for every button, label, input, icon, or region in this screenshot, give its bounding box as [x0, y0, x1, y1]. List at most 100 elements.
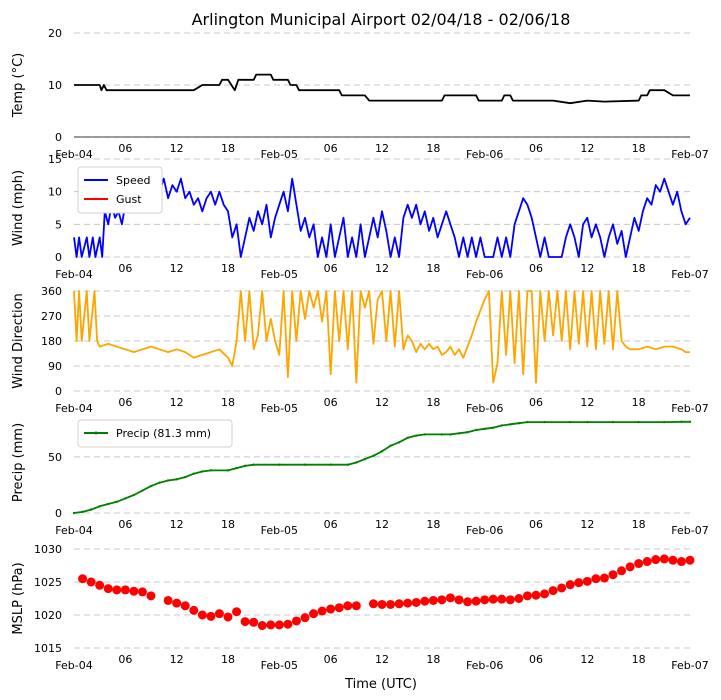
mslp-point [129, 586, 139, 596]
mslp-point [668, 555, 678, 565]
mslp-point [78, 574, 88, 584]
precip-point [355, 461, 358, 464]
precip-point [380, 450, 384, 453]
wind-x-tick-label: 18 [632, 262, 646, 275]
mslp-point [437, 595, 447, 605]
precip-point [372, 454, 375, 457]
precip-point [389, 444, 392, 447]
wind-x-tick-label: 06 [118, 262, 132, 275]
precip-point [637, 420, 640, 424]
wdir-y-tick-label: 180 [41, 335, 62, 348]
precip-point [303, 463, 307, 466]
mslp-point [223, 612, 233, 622]
mslp-point [343, 601, 353, 611]
mslp-point [548, 586, 558, 596]
mslp-point [642, 557, 652, 567]
mslp-point [137, 587, 147, 597]
mslp-point [676, 557, 686, 567]
mslp-point [86, 577, 96, 587]
wind-y-tick-label: 15 [48, 153, 62, 166]
mslp-point [300, 613, 310, 623]
precip-point [175, 478, 178, 481]
temp-x-tick-label: Feb-04 [55, 148, 92, 161]
precip-x-tick-label: 12 [580, 518, 594, 531]
precip-point [166, 479, 170, 482]
mslp-point [514, 594, 524, 603]
precip-point [209, 469, 213, 472]
precip-point [89, 508, 93, 511]
panel-temp: 0 10 20 Feb-04 06 12 18 Feb-05 06 12 18 Feb-06 06 12 1… [11, 27, 709, 161]
mslp-y-tick-label: 1030 [34, 543, 62, 556]
wind-series-line [73, 177, 691, 258]
mslp-point [172, 598, 182, 608]
precip-point [192, 472, 195, 475]
precip-point [252, 463, 255, 466]
mslp-point [214, 609, 224, 619]
temp-x-tick-label: 12 [375, 142, 389, 155]
panel-wind: 0 5 10 15 Feb-04 06 12 18 Feb-05 06 12 18 Feb-06 06 12… [11, 153, 709, 281]
mslp-point [574, 578, 584, 588]
mslp-point [206, 611, 216, 621]
precip-point [329, 463, 332, 466]
precip-x-tick-label: 18 [221, 518, 235, 531]
mslp-point [103, 584, 113, 594]
precip-point [107, 502, 110, 506]
mslp-point [274, 620, 284, 630]
precip-point [517, 422, 521, 425]
mslp-point [471, 596, 481, 606]
precip-point [397, 441, 401, 444]
temp-x-tick-label: Feb-05 [261, 148, 298, 161]
wind-x-tick-label: 18 [221, 262, 235, 275]
mslp-point [565, 580, 575, 590]
precip-point [132, 493, 136, 497]
wind-x-tick-label: Feb-06 [466, 268, 503, 281]
wdir-x-tick-label: Feb-06 [466, 402, 503, 415]
mslp-point [283, 619, 293, 629]
precip-point [500, 424, 503, 427]
wind-legend [77, 166, 163, 214]
wdir-x-tick-label: 06 [118, 396, 132, 409]
mslp-point [659, 554, 669, 564]
temp-x-tick-label: Feb-06 [466, 148, 503, 161]
precip-point [440, 433, 444, 436]
mslp-point [599, 573, 609, 583]
precip-point [141, 489, 144, 492]
mslp-x-tick-label: 12 [580, 653, 594, 666]
mslp-point [95, 580, 105, 590]
mslp-point [232, 607, 242, 617]
mslp-point [120, 585, 130, 595]
precip-point [98, 505, 101, 508]
mslp-point [557, 583, 567, 593]
mslp-point [351, 601, 361, 611]
precip-point [415, 434, 418, 437]
temp-x-tick-label: 06 [324, 142, 338, 155]
wind-legend-label: Speed [116, 174, 150, 187]
wind-x-tick-label: 12 [580, 262, 594, 275]
wind-y-axis-label: Wind (mph) [11, 170, 26, 246]
wind-x-tick-label: 06 [324, 262, 338, 275]
chart-title: Arlington Municipal Airport 02/04/18 - 0… [192, 10, 571, 29]
precip-x-tick-label: 12 [170, 518, 184, 531]
wind-x-tick-label: 12 [170, 262, 184, 275]
wdir-series-line [73, 290, 690, 384]
precip-y-tick-label: 50 [48, 451, 62, 464]
wdir-y-tick-label: 0 [55, 385, 62, 398]
temp-x-tick-label: 12 [580, 142, 594, 155]
wdir-y-axis-label: Wind Direction [11, 293, 26, 389]
precip-point [543, 420, 546, 424]
temp-x-tick-label: 18 [221, 142, 235, 155]
temp-y-axis-label: Temp (°C) [11, 53, 26, 119]
precip-point [158, 481, 161, 484]
mslp-x-tick-label: 18 [632, 653, 646, 666]
precip-point [569, 420, 572, 424]
mslp-point [463, 597, 473, 607]
mslp-point [403, 598, 413, 608]
precip-x-tick-label: 18 [426, 518, 440, 531]
temp-y-tick-label: 0 [55, 131, 62, 144]
wdir-x-tick-label: Feb-04 [55, 402, 92, 415]
wdir-y-tick-label: 270 [41, 310, 62, 323]
wdir-x-tick-label: 12 [170, 396, 184, 409]
temp-y-tick-label: 20 [48, 27, 62, 40]
mslp-point [531, 590, 541, 600]
